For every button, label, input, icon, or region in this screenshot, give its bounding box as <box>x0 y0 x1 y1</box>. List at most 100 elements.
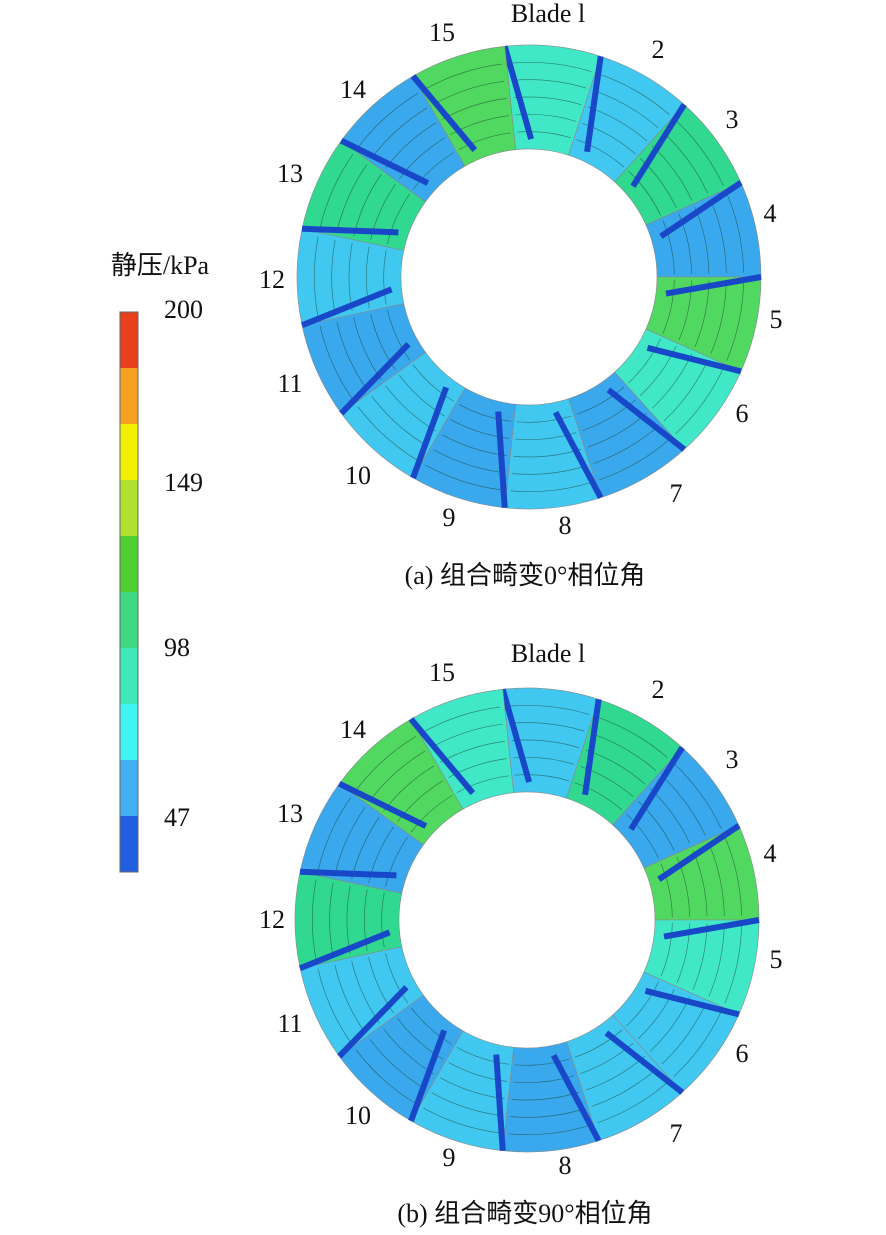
blade <box>663 917 760 940</box>
streamline <box>628 338 661 384</box>
streamline <box>582 123 636 155</box>
streamline <box>593 425 659 464</box>
streamline <box>510 1108 585 1118</box>
streamline <box>660 863 673 918</box>
streamline <box>574 1029 623 1058</box>
streamline <box>450 115 509 135</box>
blade-label: 9 <box>443 1143 456 1172</box>
streamline <box>626 981 659 1027</box>
blade <box>298 929 391 972</box>
blade-label: 4 <box>764 839 777 868</box>
streamline <box>431 1092 503 1117</box>
streamline <box>410 1007 453 1045</box>
streamline <box>512 465 587 475</box>
blade <box>410 74 478 153</box>
colorbar-band <box>120 760 138 817</box>
streamline <box>678 213 692 274</box>
colorbar-band <box>120 368 138 425</box>
blade-label: 13 <box>277 799 303 828</box>
blade-label: 3 <box>726 105 739 134</box>
streamline <box>660 922 673 977</box>
blade <box>665 274 762 297</box>
colorbar-band <box>120 592 138 649</box>
streamline <box>582 399 636 431</box>
streamline <box>676 856 690 917</box>
streamline <box>370 183 396 241</box>
streamline <box>638 988 675 1039</box>
streamline <box>331 239 336 315</box>
streamline <box>365 246 370 308</box>
streamline <box>663 360 708 422</box>
streamline <box>640 158 677 209</box>
streamline <box>368 956 394 1014</box>
streamline <box>312 879 317 961</box>
blade <box>337 780 428 829</box>
blade <box>299 868 397 879</box>
blade-label: 15 <box>429 658 455 687</box>
streamline <box>334 807 366 876</box>
streamline <box>510 482 592 492</box>
colorbar-band <box>120 536 138 593</box>
blade <box>410 386 450 479</box>
streamline <box>638 801 675 852</box>
colorbar-tick-label: 200 <box>164 295 203 324</box>
colorbar-band <box>120 424 138 481</box>
blade-label: 10 <box>345 461 371 490</box>
streamline <box>597 1082 668 1124</box>
streamline <box>662 279 675 334</box>
streamline <box>516 415 572 423</box>
streamline <box>708 923 725 997</box>
blade <box>339 342 411 416</box>
colorbar-band <box>120 816 138 873</box>
streamline <box>662 220 675 275</box>
blade <box>657 823 741 882</box>
streamline <box>726 193 744 273</box>
blade-label: 11 <box>277 1009 302 1038</box>
blade <box>499 688 532 783</box>
streamline <box>510 722 585 732</box>
blade <box>339 137 430 186</box>
streamline <box>661 1003 706 1065</box>
streamline <box>580 766 634 798</box>
blade-label: Blade l <box>511 0 585 28</box>
colorbar-tick-label: 149 <box>164 468 203 497</box>
streamline <box>397 780 444 822</box>
blade <box>552 411 604 500</box>
blade-label: 15 <box>429 18 455 47</box>
panel-caption: (a) 组合畸变0°相位角 <box>405 561 646 590</box>
streamline <box>599 73 670 115</box>
streamline <box>319 325 354 400</box>
streamline <box>514 774 570 782</box>
streamline <box>357 406 419 462</box>
streamline <box>369 750 426 802</box>
streamline <box>387 309 411 361</box>
streamline <box>368 826 394 884</box>
streamline <box>387 193 411 245</box>
blade <box>501 45 534 140</box>
streamline <box>574 782 623 811</box>
streamline <box>580 1042 634 1075</box>
streamline <box>357 92 419 148</box>
blade-label: 13 <box>277 159 303 188</box>
streamline <box>371 395 428 447</box>
blade <box>408 717 476 796</box>
streamline <box>329 882 334 958</box>
streamline <box>678 280 692 341</box>
blade <box>408 1029 448 1122</box>
streamline <box>431 723 503 748</box>
panel-caption: (b) 组合畸变90°相位角 <box>397 1199 652 1228</box>
blade <box>550 1054 602 1143</box>
streamline <box>661 775 706 837</box>
streamline <box>724 924 742 1004</box>
streamline <box>355 1049 417 1105</box>
streamline <box>515 432 577 440</box>
blade-label: 8 <box>559 1151 572 1180</box>
streamline <box>675 368 724 434</box>
streamline <box>363 889 368 951</box>
streamline <box>450 419 509 439</box>
blade-label: 7 <box>670 479 683 508</box>
blade <box>493 1054 506 1151</box>
streamline <box>628 170 661 216</box>
blade <box>644 987 740 1018</box>
